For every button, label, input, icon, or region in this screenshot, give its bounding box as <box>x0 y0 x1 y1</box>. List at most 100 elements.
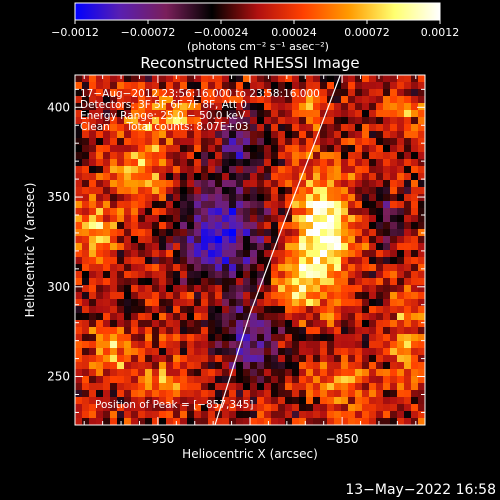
heatmap-cell <box>236 362 244 370</box>
heatmap-cell <box>320 257 328 265</box>
heatmap-cell <box>159 292 167 300</box>
heatmap-cell <box>96 194 104 202</box>
heatmap-cell <box>313 173 321 181</box>
heatmap-cell <box>131 341 139 349</box>
heatmap-cell <box>138 327 146 335</box>
heatmap-cell <box>313 299 321 307</box>
heatmap-cell <box>334 341 342 349</box>
heatmap-cell <box>341 418 349 426</box>
heatmap-cell <box>96 208 104 216</box>
heatmap-cell <box>369 208 377 216</box>
heatmap-cell <box>320 320 328 328</box>
heatmap-cell <box>117 362 125 370</box>
heatmap-cell <box>285 250 293 258</box>
heatmap-cell <box>369 299 377 307</box>
heatmap-cell <box>229 215 237 223</box>
heatmap-cell <box>159 348 167 356</box>
heatmap-cell <box>229 138 237 146</box>
heatmap-cell <box>138 348 146 356</box>
heatmap-cell <box>376 131 384 139</box>
heatmap-cell <box>320 166 328 174</box>
heatmap-cell <box>124 397 132 405</box>
heatmap-cell <box>75 278 83 286</box>
heatmap-cell <box>383 390 391 398</box>
heatmap-cell <box>313 103 321 111</box>
heatmap-cell <box>257 320 265 328</box>
heatmap-cell <box>369 418 377 426</box>
heatmap-cell <box>173 376 181 384</box>
heatmap-cell <box>348 278 356 286</box>
heatmap-cell <box>334 264 342 272</box>
heatmap-cell <box>201 383 209 391</box>
heatmap-cell <box>299 96 307 104</box>
heatmap-cell <box>313 201 321 209</box>
heatmap-cell <box>278 376 286 384</box>
heatmap-cell <box>75 341 83 349</box>
heatmap-cell <box>236 173 244 181</box>
heatmap-cell <box>180 306 188 314</box>
heatmap-cell <box>96 138 104 146</box>
heatmap-cell <box>341 271 349 279</box>
heatmap-cell <box>334 383 342 391</box>
heatmap-cell <box>82 271 90 279</box>
heatmap-cell <box>243 299 251 307</box>
heatmap-cell <box>145 138 153 146</box>
heatmap-cell <box>187 222 195 230</box>
heatmap-cell <box>166 383 174 391</box>
heatmap-cell <box>355 180 363 188</box>
annotation-counts: Clean Total counts: 8.07E+03 <box>80 121 249 133</box>
heatmap-cell <box>152 124 160 132</box>
heatmap-cell <box>229 208 237 216</box>
heatmap-cell <box>243 222 251 230</box>
heatmap-cell <box>187 236 195 244</box>
heatmap-cell <box>131 257 139 265</box>
heatmap-cell <box>159 334 167 342</box>
heatmap-cell <box>404 264 412 272</box>
heatmap-cell <box>264 390 272 398</box>
heatmap-cell <box>166 138 174 146</box>
heatmap-cell <box>222 257 230 265</box>
heatmap-cell <box>362 334 370 342</box>
heatmap-cell <box>131 299 139 307</box>
heatmap-cell <box>124 208 132 216</box>
heatmap-cell <box>327 264 335 272</box>
heatmap-cell <box>152 341 160 349</box>
heatmap-cell <box>229 278 237 286</box>
heatmap-cell <box>96 257 104 265</box>
heatmap-cell <box>369 383 377 391</box>
heatmap-cell <box>376 285 384 293</box>
heatmap-cell <box>96 124 104 132</box>
heatmap-cell <box>117 292 125 300</box>
heatmap-cell <box>215 180 223 188</box>
heatmap-cell <box>264 334 272 342</box>
heatmap-cell <box>383 152 391 160</box>
heatmap-cell <box>292 103 300 111</box>
heatmap-cell <box>166 418 174 426</box>
heatmap-cell <box>355 103 363 111</box>
heatmap-cell <box>362 110 370 118</box>
heatmap-cell <box>131 208 139 216</box>
heatmap-cell <box>138 271 146 279</box>
heatmap-cell <box>201 348 209 356</box>
heatmap-cell <box>369 397 377 405</box>
heatmap-cell <box>82 320 90 328</box>
heatmap-cell <box>187 96 195 104</box>
heatmap-cell <box>390 404 398 412</box>
heatmap-cell <box>194 89 202 97</box>
heatmap-cell <box>278 117 286 125</box>
heatmap-cell <box>355 369 363 377</box>
heatmap-cell <box>362 369 370 377</box>
y-tick-label: 300 <box>47 280 70 294</box>
heatmap-cell <box>222 75 230 83</box>
heatmap-cell <box>96 103 104 111</box>
heatmap-cell <box>320 187 328 195</box>
heatmap-cell <box>278 418 286 426</box>
heatmap-cell <box>166 222 174 230</box>
heatmap-cell <box>82 418 90 426</box>
heatmap-cell <box>145 271 153 279</box>
heatmap-cell <box>397 96 405 104</box>
heatmap-cell <box>215 138 223 146</box>
heatmap-cell <box>348 257 356 265</box>
heatmap-cell <box>383 117 391 125</box>
heatmap-cell <box>82 145 90 153</box>
